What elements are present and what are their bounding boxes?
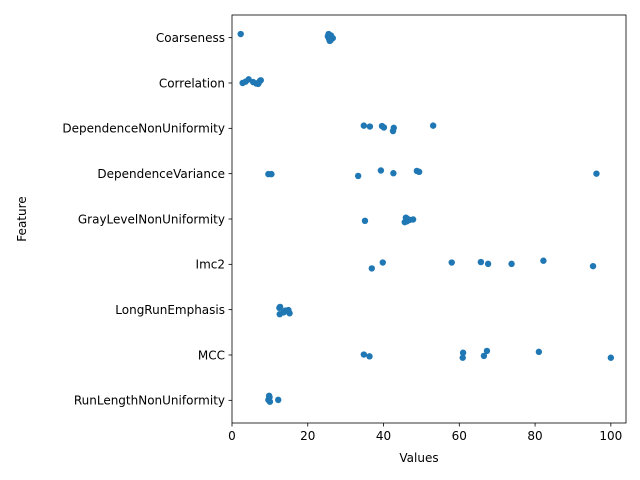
data-point — [459, 349, 467, 356]
x-tick-label: 60 — [452, 429, 467, 443]
y-tick-label: Imc2 — [196, 258, 225, 272]
data-point — [361, 217, 369, 225]
data-point — [325, 30, 332, 38]
data-point — [266, 398, 274, 405]
x-tick-label: 0 — [228, 429, 236, 443]
data-point — [237, 30, 244, 38]
y-tick-label: LongRunEmphasis — [115, 303, 225, 317]
data-point — [390, 124, 397, 132]
data-point — [589, 262, 597, 270]
data-point — [360, 122, 368, 129]
y-tick-label: MCC — [198, 348, 225, 362]
data-point — [483, 347, 491, 355]
plot-frame — [231, 14, 627, 424]
data-point — [508, 260, 515, 268]
data-point — [429, 122, 437, 129]
x-tick-label: 80 — [527, 429, 542, 443]
x-tick-label: 20 — [300, 429, 315, 443]
data-point — [282, 307, 289, 314]
data-point — [354, 172, 362, 180]
y-tick-label: RunLengthNonUniformity — [74, 394, 225, 408]
data-point — [540, 257, 547, 264]
data-point — [403, 215, 411, 222]
data-point — [477, 258, 485, 266]
data-point — [366, 123, 374, 130]
data-point — [415, 168, 423, 176]
y-tick-label: Correlation — [159, 76, 225, 90]
y-tick-label: DependenceNonUniformity — [62, 122, 225, 136]
data-points — [237, 30, 615, 405]
data-point — [327, 37, 334, 44]
axis-ticks: 0 20 40 60 80 100 Coarseness Correlation Depende… — [62, 31, 622, 443]
x-tick-label: 40 — [376, 429, 391, 443]
data-point — [379, 259, 386, 266]
data-point — [265, 392, 273, 399]
data-point — [380, 124, 388, 131]
data-point — [535, 348, 543, 356]
data-point — [459, 354, 466, 361]
data-point — [360, 351, 368, 358]
data-point — [268, 170, 275, 178]
data-point — [366, 353, 373, 360]
data-point — [275, 396, 282, 404]
data-point — [390, 170, 397, 177]
data-point — [484, 260, 492, 268]
y-tick-label: Coarseness — [156, 31, 225, 45]
data-point — [254, 80, 262, 88]
y-tick-label: DependenceVariance — [97, 167, 225, 181]
data-point — [368, 265, 375, 272]
x-axis-label: Values — [399, 451, 438, 465]
data-point — [607, 354, 615, 361]
x-tick-label: 100 — [599, 429, 622, 443]
data-point — [409, 216, 417, 223]
y-axis-label: Feature — [15, 196, 29, 241]
data-point — [480, 352, 488, 360]
data-point — [276, 303, 284, 311]
axes — [231, 14, 627, 424]
data-point — [377, 167, 385, 174]
data-point — [593, 170, 600, 177]
y-tick-label: GrayLevelNonUniformity — [78, 212, 225, 226]
data-point — [448, 259, 455, 266]
